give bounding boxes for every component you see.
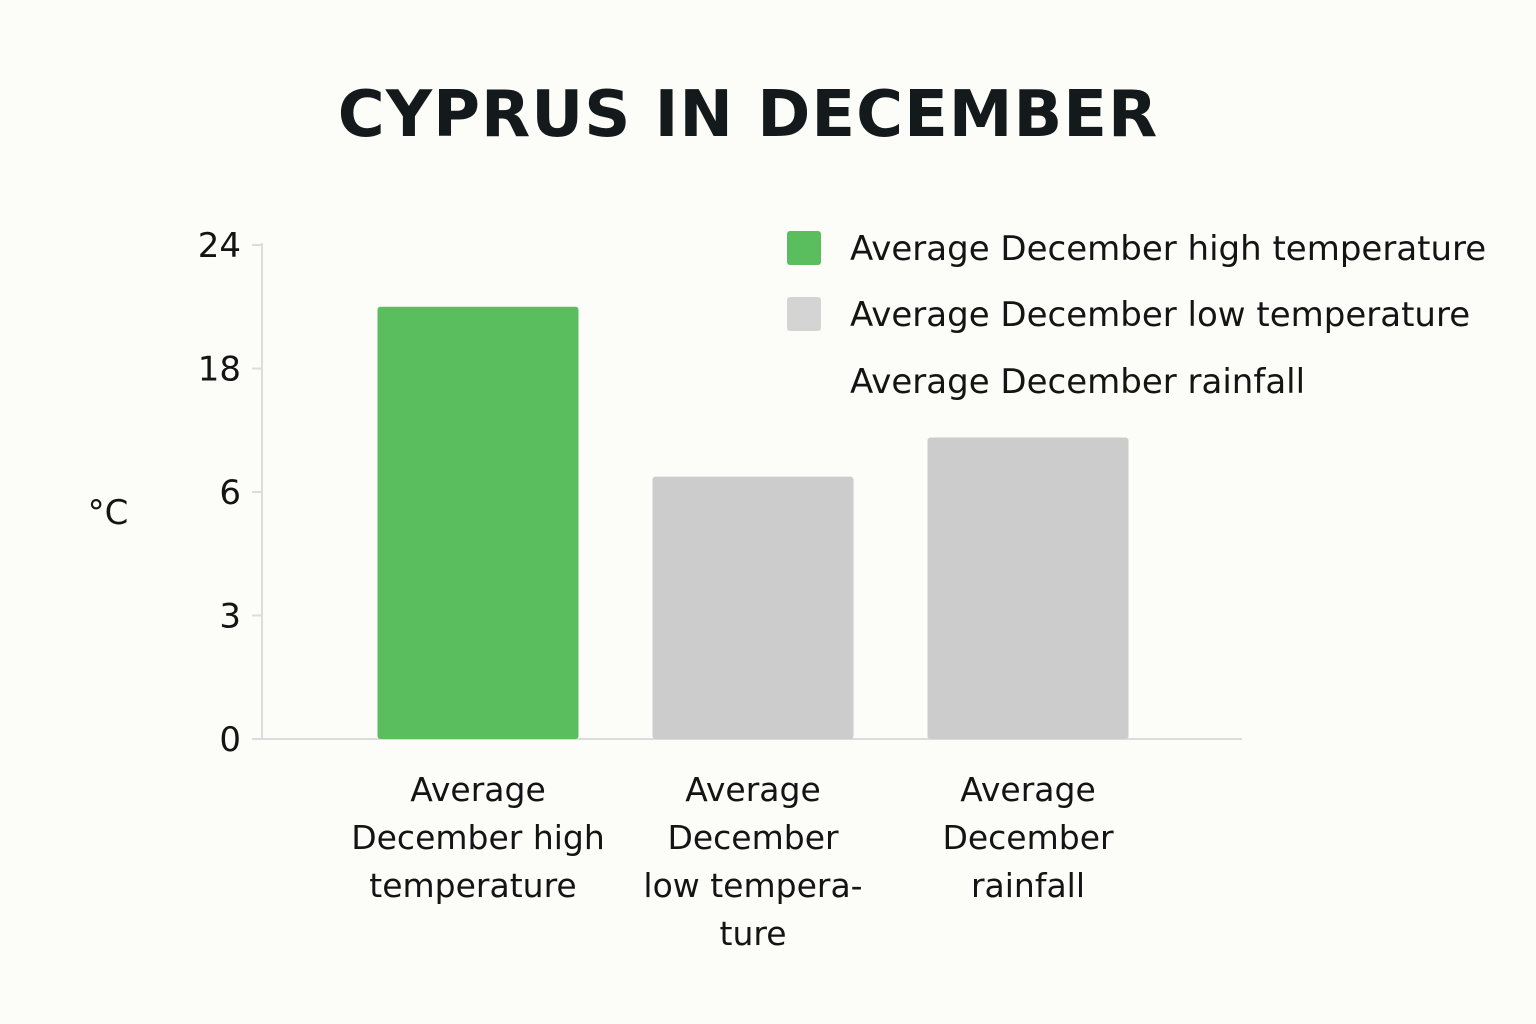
legend-label-3: Average December rainfall [850, 362, 1305, 402]
y-tick-label: 18 [198, 350, 241, 390]
y-tick-label: 3 [219, 597, 241, 637]
x-category-label: December [942, 818, 1114, 857]
x-category-label: December high [351, 818, 605, 857]
x-category-label: Average [960, 770, 1096, 809]
bar-2 [652, 476, 854, 739]
chart-title: CYPRUS IN DECEMBER [337, 78, 1159, 152]
x-category-label: ture [720, 914, 787, 953]
y-axis-label: °C [88, 493, 129, 533]
legend-label-1: Average December high temperature [850, 229, 1486, 269]
y-tick-label: 6 [219, 473, 241, 513]
y-tick-label: 24 [198, 226, 241, 266]
bar-1 [377, 306, 579, 739]
legend-swatch-1 [787, 231, 821, 265]
bar-3 [927, 437, 1129, 739]
x-category-label: Average [685, 770, 821, 809]
x-category-label: Average [410, 770, 546, 809]
x-category-label: low tempera- [643, 866, 862, 905]
x-category-label: rainfall [971, 866, 1085, 905]
x-category-label: December [667, 818, 839, 857]
legend-swatch-2 [787, 297, 821, 331]
legend-label-2: Average December low temperature [850, 295, 1470, 335]
x-category-label: temperature [369, 866, 576, 905]
y-tick-label: 0 [219, 720, 241, 760]
